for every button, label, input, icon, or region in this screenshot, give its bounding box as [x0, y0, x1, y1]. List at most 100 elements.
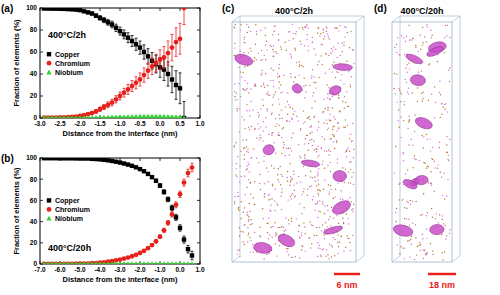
atom — [290, 176, 291, 177]
error-cap — [183, 186, 186, 187]
atom — [244, 66, 245, 67]
atom — [338, 122, 339, 123]
atom — [317, 64, 318, 65]
atom — [272, 184, 273, 185]
data-point — [121, 114, 126, 118]
error-cap — [187, 245, 190, 246]
atom — [296, 182, 297, 183]
atom — [287, 120, 288, 121]
atom — [311, 125, 312, 126]
atom — [344, 26, 345, 27]
atom — [287, 177, 288, 178]
error-cap — [159, 77, 162, 78]
atom — [241, 176, 242, 177]
error-cap — [187, 169, 190, 170]
atom — [343, 83, 344, 84]
atom — [250, 240, 251, 241]
atom — [316, 227, 317, 228]
atom — [237, 192, 238, 193]
atom — [267, 171, 268, 172]
data-point — [137, 114, 142, 118]
atom — [261, 86, 262, 87]
atom — [279, 75, 280, 76]
atom — [326, 84, 327, 85]
atom — [409, 39, 410, 40]
atom — [263, 105, 264, 106]
atom — [283, 75, 284, 76]
atom — [303, 222, 304, 223]
atom — [326, 123, 327, 124]
atom — [309, 238, 310, 239]
atom — [317, 27, 318, 28]
atom — [248, 164, 249, 165]
atom — [394, 172, 395, 173]
data-point — [169, 114, 174, 118]
atom — [338, 246, 339, 247]
atom — [339, 110, 340, 111]
atom — [273, 86, 274, 87]
atom — [343, 45, 344, 46]
error-cap — [191, 259, 194, 260]
error-cap — [171, 92, 174, 93]
atom — [403, 160, 404, 161]
atom — [259, 139, 260, 140]
atom — [269, 95, 270, 96]
atom — [322, 28, 323, 29]
atom — [290, 148, 291, 149]
atom — [291, 221, 292, 222]
atom — [439, 142, 440, 143]
atom — [338, 223, 339, 224]
x-tick-label: -1.0 — [154, 266, 166, 273]
atom — [353, 50, 354, 51]
atom — [244, 244, 245, 245]
atom — [266, 223, 267, 224]
atom — [260, 137, 261, 138]
atom — [267, 91, 268, 92]
data-point — [98, 158, 102, 162]
atom — [289, 185, 290, 186]
data-point — [182, 180, 187, 185]
atom — [263, 161, 264, 162]
atom — [301, 44, 302, 45]
atom — [303, 207, 304, 208]
atom — [344, 127, 345, 128]
data-point — [86, 158, 90, 161]
atom — [267, 85, 268, 86]
data-point — [121, 261, 126, 264]
data-point — [61, 115, 66, 118]
atom — [290, 180, 291, 181]
data-point — [101, 115, 106, 118]
atom — [288, 104, 289, 105]
atom — [426, 41, 427, 42]
atom — [264, 55, 265, 56]
atom — [292, 193, 293, 194]
atom — [394, 47, 395, 48]
atom — [431, 185, 432, 186]
atom — [273, 70, 274, 71]
atom — [264, 193, 265, 194]
atom — [300, 238, 301, 239]
atom — [278, 135, 279, 136]
error-cap — [175, 220, 178, 221]
atom — [277, 179, 278, 180]
atom — [319, 227, 320, 228]
x-tick-label: -1.0 — [114, 120, 126, 127]
atom — [331, 256, 332, 257]
atom — [329, 98, 330, 99]
atoms — [233, 24, 354, 260]
error-cap — [159, 69, 162, 70]
atom — [347, 199, 348, 200]
atom — [318, 247, 319, 248]
data-point — [105, 261, 110, 264]
atom — [286, 148, 287, 149]
x-tick-label: 0.5 — [175, 120, 184, 127]
data-point — [98, 16, 102, 20]
y-tick-label: 40 — [30, 70, 38, 77]
atom — [446, 196, 447, 197]
atom — [285, 229, 286, 230]
atom — [261, 73, 262, 74]
atom — [247, 212, 248, 213]
atom — [272, 185, 273, 186]
atom — [350, 197, 351, 198]
atom — [404, 54, 405, 55]
